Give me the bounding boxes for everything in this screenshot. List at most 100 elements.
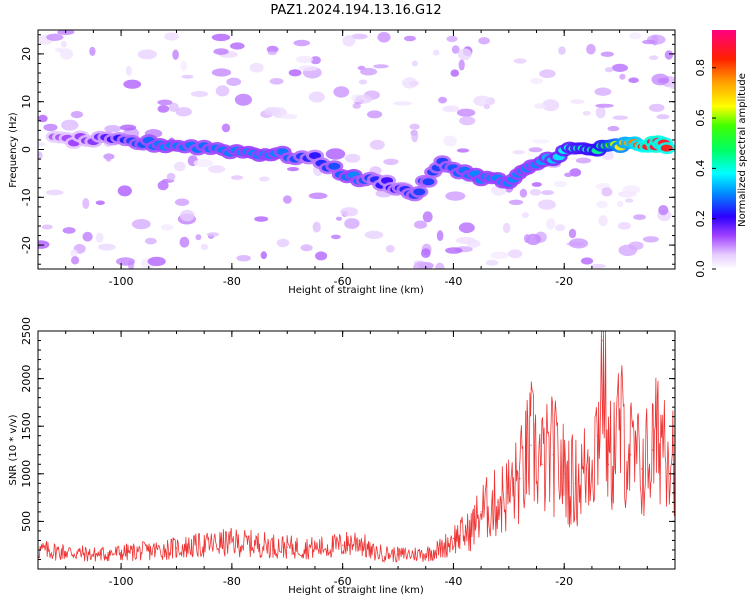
noise-blob — [512, 150, 525, 155]
noise-blob — [293, 39, 311, 47]
noise-blob — [211, 33, 231, 42]
colorbar-tick-label: 0.4 — [694, 160, 707, 178]
snr-point — [65, 551, 67, 553]
snr-point — [619, 425, 621, 427]
noise-blob — [531, 182, 542, 187]
noise-blob — [529, 188, 542, 196]
noise-blob — [144, 237, 157, 245]
noise-blob — [157, 99, 173, 106]
noise-blob — [664, 50, 674, 60]
noise-blob — [656, 114, 670, 120]
snr-panel: -100 -80 -60 -40 -20 500 1000 1500 2000 2500 Heig… — [8, 317, 676, 596]
snr-point — [596, 435, 599, 437]
snr-point — [574, 482, 576, 484]
noise-blob — [60, 40, 67, 48]
snr-point — [203, 544, 205, 546]
noise-blob — [421, 248, 431, 258]
noise-blob — [595, 106, 606, 119]
noise-blob — [624, 198, 634, 203]
noise-blob — [300, 244, 313, 252]
noise-blob — [580, 257, 594, 265]
noise-blob — [342, 35, 356, 47]
noise-blob — [600, 51, 614, 57]
snr-xlabel: Height of straight line (km) — [288, 585, 424, 596]
noise-blob — [436, 230, 444, 242]
noise-blob — [393, 101, 412, 106]
noise-blob — [312, 221, 321, 233]
noise-blob — [344, 153, 361, 163]
snr-point — [369, 551, 371, 553]
noise-blob — [174, 198, 190, 206]
noise-blob — [41, 224, 53, 230]
noise-blob — [619, 73, 626, 80]
snr-point — [497, 501, 499, 503]
y-tick-label: 0 — [20, 146, 33, 153]
noise-blob — [648, 103, 665, 112]
y-tick-label: 1000 — [20, 460, 33, 488]
noise-blob — [298, 65, 318, 72]
x-tick-label: -100 — [109, 575, 134, 588]
noise-blob — [622, 185, 641, 195]
noise-blob — [181, 74, 194, 79]
snr-frame — [37, 330, 676, 570]
colorbar-label: Normalized spectral amplitude — [737, 73, 748, 227]
snr-point — [358, 539, 360, 542]
noise-blob — [157, 180, 169, 191]
noise-blob — [351, 33, 368, 40]
y-tick-label: 1500 — [20, 412, 33, 440]
noise-blob — [352, 102, 361, 109]
noise-blob — [95, 200, 105, 206]
noise-blob — [669, 83, 675, 90]
noise-blob — [523, 234, 531, 243]
noise-blob — [366, 110, 383, 119]
y-tick-label: 10 — [20, 95, 33, 109]
noise-blob — [82, 198, 90, 209]
noise-blob — [553, 181, 568, 187]
noise-blob — [105, 153, 112, 162]
noise-blob — [604, 67, 614, 73]
snr-point — [652, 449, 654, 451]
noise-blob — [521, 212, 530, 219]
noise-blob — [446, 35, 458, 43]
snr-point — [425, 553, 427, 555]
noise-blob — [206, 232, 220, 237]
noise-blob — [344, 218, 360, 229]
snr-plot-area — [38, 331, 675, 563]
noise-blob — [260, 251, 267, 260]
noise-blob — [38, 142, 46, 147]
noise-blob — [315, 251, 328, 261]
colorbar-gradient — [712, 30, 736, 269]
noise-blob — [46, 33, 64, 41]
noise-blob — [414, 220, 427, 229]
noise-blob — [269, 78, 284, 85]
colorbar-tick-label: 0.6 — [694, 109, 707, 127]
noise-blob — [193, 159, 213, 168]
noise-blob — [541, 190, 554, 196]
noise-blob — [558, 46, 566, 55]
noise-blob — [174, 161, 186, 172]
noise-blob — [308, 91, 325, 103]
noise-blob — [221, 123, 231, 133]
ridge-point — [422, 178, 435, 186]
snr-point — [92, 554, 94, 556]
noise-blob — [542, 99, 560, 112]
noise-blob — [254, 216, 269, 222]
noise-blob — [364, 230, 384, 239]
snr-point — [120, 552, 122, 554]
snr-point — [148, 550, 150, 552]
noise-blob — [208, 165, 226, 174]
noise-blob — [190, 90, 209, 98]
noise-blob — [61, 119, 79, 131]
noise-blob — [179, 236, 190, 248]
noise-blob — [442, 105, 460, 113]
noise-blob — [508, 249, 523, 259]
noise-blob — [473, 95, 491, 107]
noise-blob — [568, 228, 577, 239]
snr-point — [469, 530, 471, 532]
noise-blob — [564, 172, 573, 177]
noise-blob — [607, 125, 620, 132]
noise-blob — [404, 35, 416, 42]
noise-blob — [283, 195, 292, 204]
